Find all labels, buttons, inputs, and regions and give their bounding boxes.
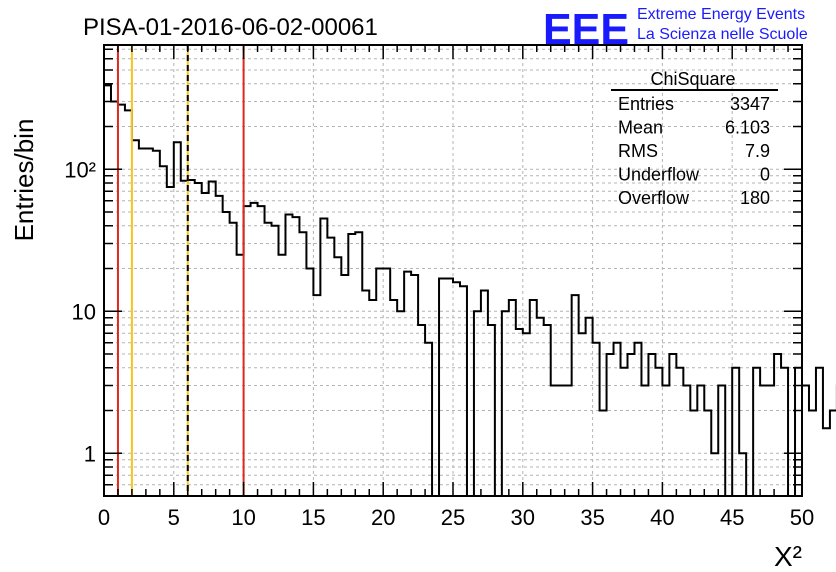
x-tick-label: 10 bbox=[231, 505, 255, 530]
y-tick-label: 1 bbox=[84, 441, 96, 466]
eee-logo: EEE Extreme Energy Events La Scienza nel… bbox=[543, 5, 808, 54]
plot-grid bbox=[104, 45, 802, 496]
x-axis-label: X² bbox=[774, 541, 802, 572]
x-tick-label: 0 bbox=[98, 505, 110, 530]
eee-logo-line1: Extreme Energy Events bbox=[637, 6, 805, 23]
chart-title: PISA-01-2016-06-02-00061 bbox=[83, 14, 378, 41]
threshold-lines bbox=[116, 45, 245, 496]
x-tick-label: 50 bbox=[790, 505, 814, 530]
y-tick-label: 10² bbox=[64, 157, 96, 182]
eee-logo-text: EEE bbox=[543, 5, 629, 54]
stats-box: ChiSquare Entries 3347 Mean 6.103 RMS 7.9 Unde… bbox=[611, 69, 778, 208]
plot-axes: 0 5 10 15 20 25 30 35 40 45 50 1 10 10² bbox=[64, 44, 814, 530]
x-tick-label: 25 bbox=[441, 505, 465, 530]
stats-box-title: ChiSquare bbox=[650, 69, 735, 89]
stats-row-value: 3347 bbox=[730, 94, 770, 114]
stats-row-label: Underflow bbox=[618, 165, 700, 185]
stats-row-label: Mean bbox=[618, 118, 663, 138]
stats-row-label: Overflow bbox=[618, 188, 690, 208]
histogram-outline bbox=[103, 84, 836, 497]
stats-row-value: 6.103 bbox=[725, 118, 770, 138]
histogram bbox=[103, 84, 836, 497]
x-tick-label: 35 bbox=[580, 505, 604, 530]
stats-row-label: Entries bbox=[618, 94, 674, 114]
x-tick-label: 5 bbox=[168, 505, 180, 530]
x-tick-label: 45 bbox=[720, 505, 744, 530]
y-tick-label: 10 bbox=[72, 299, 96, 324]
x-tick-label: 15 bbox=[301, 505, 325, 530]
stats-row-value: 180 bbox=[740, 188, 770, 208]
stats-rows: Entries 3347 Mean 6.103 RMS 7.9 Underflow 0 Over… bbox=[618, 94, 770, 208]
stats-row-value: 0 bbox=[760, 165, 770, 185]
stats-row-value: 7.9 bbox=[745, 141, 770, 161]
x-tick-label: 20 bbox=[371, 505, 395, 530]
x-tick-label: 30 bbox=[511, 505, 535, 530]
stats-row-label: RMS bbox=[618, 141, 658, 161]
y-axis-label: Entries/bin bbox=[9, 119, 39, 242]
eee-logo-line2: La Scienza nelle Scuole bbox=[637, 26, 808, 43]
x-tick-label: 40 bbox=[650, 505, 674, 530]
